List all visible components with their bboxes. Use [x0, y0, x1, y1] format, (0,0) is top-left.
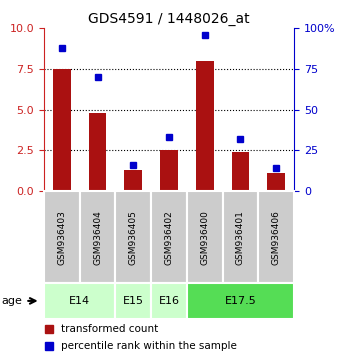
Bar	[223, 191, 258, 283]
Bar	[258, 191, 294, 283]
Text: E16: E16	[159, 296, 179, 306]
Text: percentile rank within the sample: percentile rank within the sample	[62, 341, 237, 351]
Bar	[80, 191, 115, 283]
Bar	[124, 170, 142, 191]
Bar	[89, 113, 106, 191]
Bar	[44, 191, 80, 283]
Bar	[267, 173, 285, 191]
Bar	[151, 283, 187, 319]
Bar	[187, 283, 294, 319]
Text: GSM936402: GSM936402	[165, 210, 173, 264]
Bar	[187, 191, 223, 283]
Bar	[160, 150, 178, 191]
Bar	[115, 191, 151, 283]
Text: E17.5: E17.5	[224, 296, 256, 306]
Bar	[44, 283, 115, 319]
Text: GSM936401: GSM936401	[236, 210, 245, 265]
Text: GSM936404: GSM936404	[93, 210, 102, 264]
Text: age: age	[2, 296, 23, 306]
Text: GSM936406: GSM936406	[272, 210, 281, 265]
Text: GDS4591 / 1448026_at: GDS4591 / 1448026_at	[88, 12, 250, 27]
Text: GSM936403: GSM936403	[57, 210, 66, 265]
Bar	[196, 61, 214, 191]
Bar	[232, 152, 249, 191]
Text: transformed count: transformed count	[62, 324, 159, 333]
Text: E14: E14	[69, 296, 90, 306]
Bar	[53, 69, 71, 191]
Bar	[151, 191, 187, 283]
Text: GSM936405: GSM936405	[129, 210, 138, 265]
Text: E15: E15	[123, 296, 144, 306]
Bar	[115, 283, 151, 319]
Text: GSM936400: GSM936400	[200, 210, 209, 265]
